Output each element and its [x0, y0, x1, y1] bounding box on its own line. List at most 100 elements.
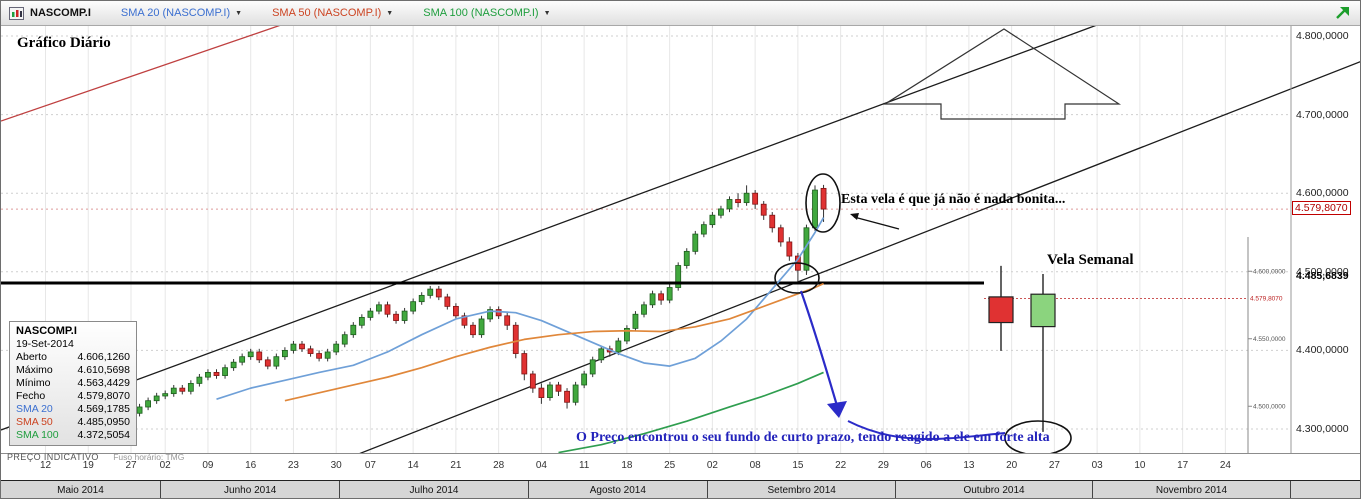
- candle-annotation: Esta vela é que já não é nada bonita...: [841, 192, 1066, 207]
- chevron-down-icon[interactable]: ▼: [235, 9, 243, 17]
- candle: [384, 301, 391, 318]
- highlight-ellipse: [774, 262, 820, 294]
- candle: [615, 337, 622, 356]
- candle: [401, 307, 408, 324]
- sma-line: [558, 371, 824, 454]
- candle: [341, 331, 348, 348]
- candle: [769, 212, 776, 233]
- candle: [820, 184, 827, 222]
- date-tick: 16: [245, 460, 257, 471]
- date-tick: 28: [493, 460, 505, 471]
- indicative-price-label: PREÇO INDICATIVO: [7, 452, 99, 462]
- candle: [675, 262, 682, 291]
- month-label: Julho 2014: [340, 481, 529, 498]
- indicator-sma20-label: SMA 20 (NASCOMP.I): [120, 7, 231, 19]
- blue-arrow-head: [827, 401, 847, 418]
- weekly-candle: [988, 265, 1014, 351]
- candle: [478, 315, 485, 338]
- weekly-price-label: 4.579,8070: [1250, 296, 1283, 303]
- candle: [418, 292, 425, 305]
- blue-arrow-path: [847, 420, 1006, 440]
- candle: [709, 212, 716, 228]
- footnote: PREÇO INDICATIVO Fuso horário: TMG: [7, 447, 184, 465]
- candle: [290, 340, 297, 354]
- symbol-selector[interactable]: NASCOMP.I: [9, 6, 91, 20]
- price-axis-label: 4.400,0000: [1296, 344, 1349, 357]
- date-tick: 04: [535, 460, 547, 471]
- tooltip-row: SMA 100 4.372,5054: [16, 429, 130, 442]
- candle: [187, 380, 194, 395]
- candle: [538, 383, 545, 404]
- indicator-sma20[interactable]: SMA 20 (NASCOMP.I) ▼: [121, 7, 242, 19]
- tooltip-row-value: 4.569,1785: [77, 403, 130, 415]
- tooltip-date: 19-Set-2014: [16, 338, 74, 350]
- chart-title: Gráfico Diário: [17, 35, 111, 51]
- date-tick: 20: [1006, 460, 1018, 471]
- candle: [564, 388, 570, 409]
- tooltip-row-label: Máximo: [16, 364, 53, 376]
- candle: [179, 384, 186, 395]
- indicator-sma50[interactable]: SMA 50 (NASCOMP.I) ▼: [272, 7, 393, 19]
- candle: [666, 284, 673, 304]
- tooltip-row-label: Fecho: [16, 390, 46, 402]
- candle: [487, 306, 494, 323]
- sma-line: [216, 217, 825, 400]
- candle: [555, 381, 562, 396]
- month-label: Outubro 2014: [896, 481, 1093, 498]
- date-tick: 12: [39, 460, 52, 471]
- candle: [136, 403, 143, 417]
- indicator-sma100[interactable]: SMA 100 (NASCOMP.I) ▼: [423, 7, 550, 19]
- candle: [170, 384, 177, 397]
- date-tick: 27: [125, 460, 137, 471]
- candle: [512, 322, 519, 359]
- candle: [239, 353, 246, 366]
- candle: [196, 373, 203, 387]
- candle: [333, 340, 340, 356]
- date-tick: 09: [202, 460, 214, 471]
- tooltip-row: SMA 20 4.569,1785: [16, 403, 130, 416]
- tooltip-row: Máximo 4.610,5698: [16, 364, 130, 377]
- chevron-down-icon[interactable]: ▼: [543, 9, 551, 17]
- candle: [367, 307, 374, 321]
- candle: [735, 193, 741, 208]
- candle: [572, 381, 579, 406]
- time-axis[interactable]: 12 19 27 02 09 16 23 30 07 14 21 28 04 11 18 25 02 08 15 22…: [1, 453, 1360, 481]
- month-label: Novembro 2014: [1093, 481, 1291, 498]
- date-tick: 21: [450, 460, 462, 471]
- candle: [786, 237, 793, 261]
- candle: [410, 298, 417, 315]
- tooltip-row-label: SMA 100: [16, 429, 59, 441]
- instrument-icon: [9, 6, 24, 20]
- date-tick: 10: [1134, 460, 1146, 471]
- candle: [812, 185, 818, 231]
- tooltip-row: Mínimo 4.563,4429: [16, 377, 130, 390]
- candle: [153, 392, 160, 404]
- candle: [324, 348, 331, 362]
- candle: [692, 230, 699, 255]
- date-tick: 17: [1177, 460, 1189, 471]
- date-tick: 06: [920, 460, 932, 471]
- candle: [256, 348, 263, 363]
- timezone-label: Fuso horário: TMG: [113, 452, 185, 462]
- date-tick: 23: [287, 460, 299, 471]
- indicator-sma100-label: SMA 100 (NASCOMP.I): [423, 7, 539, 19]
- tooltip-row-label: SMA 20: [16, 403, 53, 415]
- price-axis-label: 4.700,0000: [1296, 108, 1349, 121]
- candle: [658, 290, 664, 305]
- candle: [718, 205, 724, 219]
- chevron-down-icon[interactable]: ▼: [386, 9, 394, 17]
- candle: [205, 369, 211, 381]
- tooltip-row-label: Mínimo: [16, 377, 51, 389]
- trend-arrow-icon[interactable]: [1334, 5, 1352, 21]
- price-axis-label: 4.800,0000: [1296, 30, 1349, 42]
- trend-channel-line: [244, 61, 1360, 498]
- note-arrow-head: [850, 213, 859, 220]
- price-axis[interactable]: 4.800,0000 4.700,0000 4.600,0000 4.500,0000…: [1291, 25, 1360, 453]
- bottom-annotation: O Preço encontrou o seu fundo de curto p…: [576, 430, 1050, 445]
- candle: [281, 347, 288, 360]
- weekly-axis-label: 4.600,0000: [1253, 268, 1286, 275]
- candle: [452, 303, 459, 319]
- candle: [358, 314, 365, 329]
